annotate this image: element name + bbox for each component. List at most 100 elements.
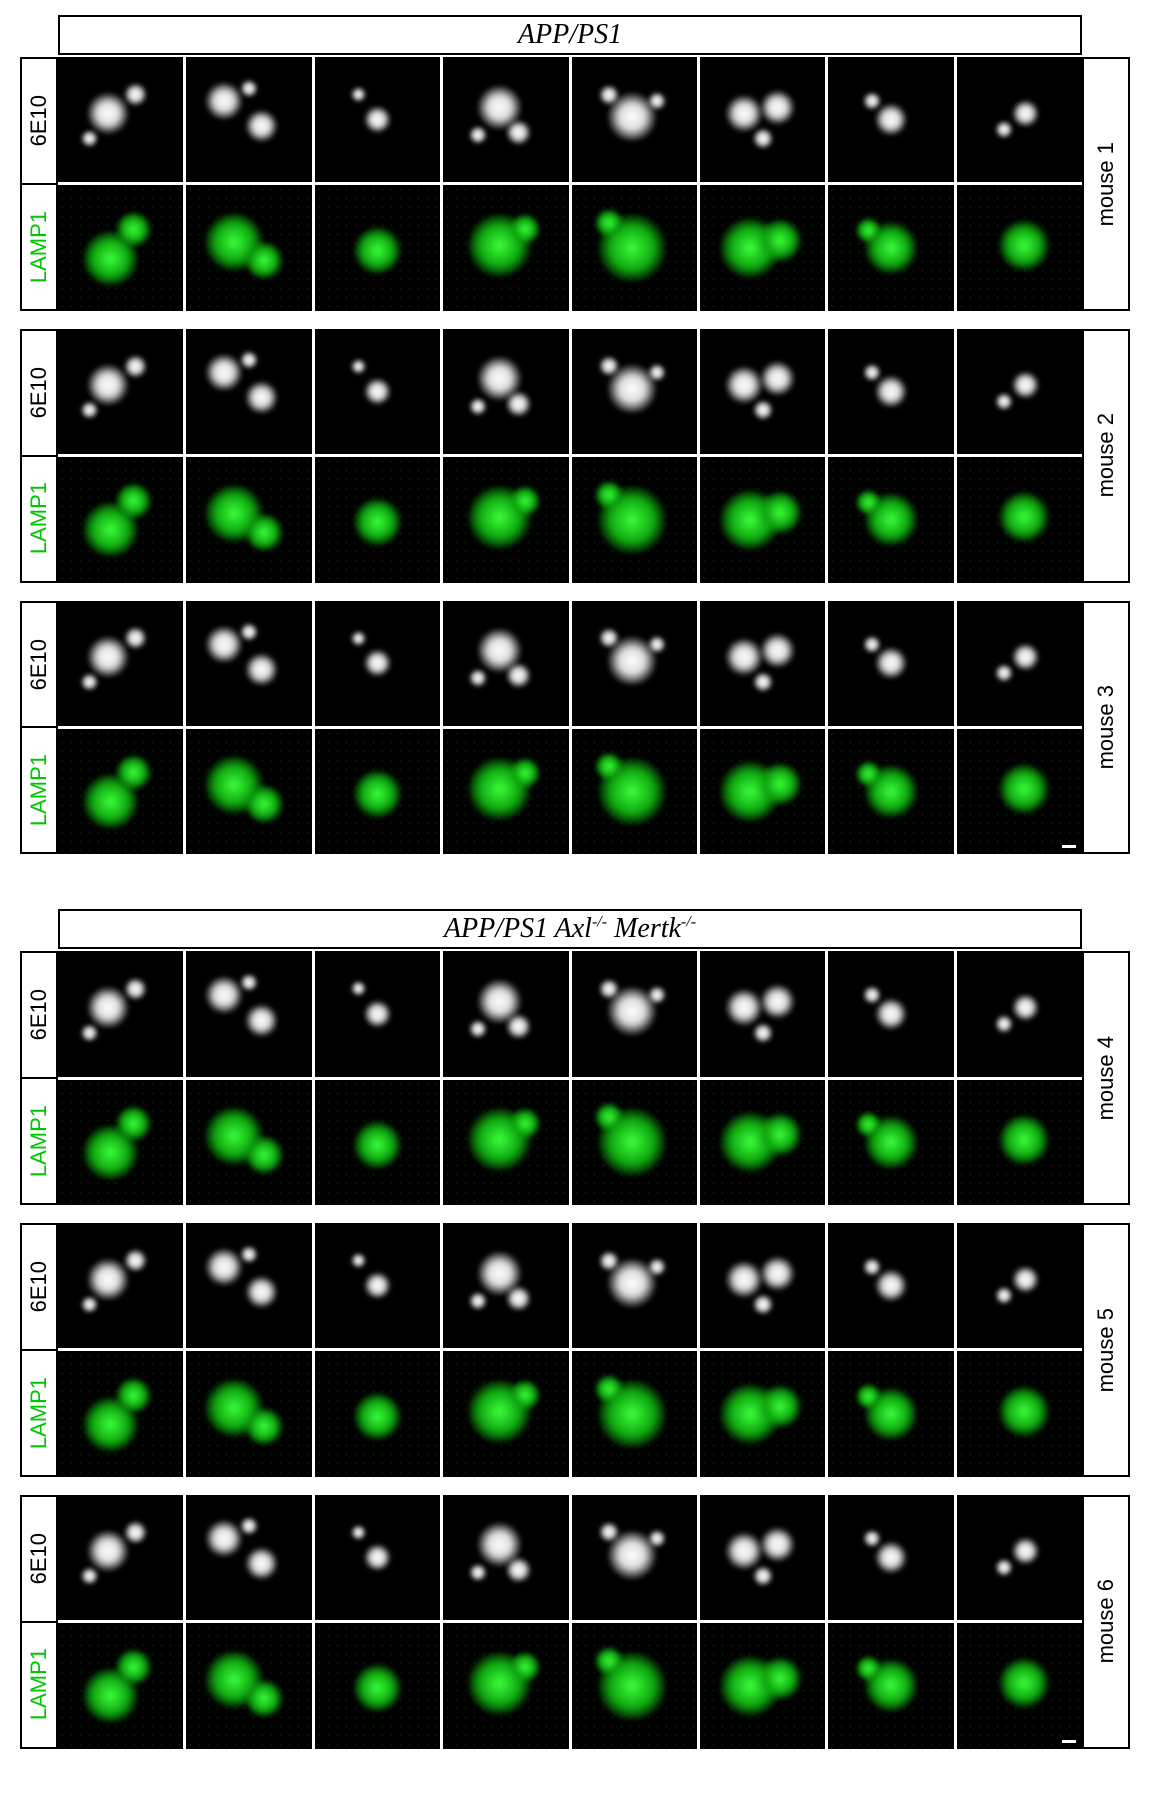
cell-lamp1	[443, 185, 568, 310]
cell-lamp1	[186, 1351, 311, 1476]
channel-label-lamp1: LAMP1	[20, 1351, 58, 1477]
mouse-block: 6E10LAMP1mouse 6	[20, 1495, 1130, 1749]
cell-lamp1	[828, 1080, 953, 1205]
channel-labels: 6E10LAMP1	[20, 601, 58, 855]
mouse-label: mouse 3	[1082, 601, 1130, 855]
channel-label-6e10: 6E10	[20, 951, 58, 1079]
cell-6e10	[700, 1495, 825, 1620]
cell-lamp1	[315, 1623, 440, 1748]
cell-lamp1	[58, 457, 183, 582]
cell-lamp1	[572, 185, 697, 310]
channel-label-lamp1: LAMP1	[20, 185, 58, 311]
cell-lamp1	[700, 185, 825, 310]
cell-lamp1	[58, 185, 183, 310]
cell-lamp1	[315, 185, 440, 310]
image-grid	[58, 57, 1082, 311]
genotype-header: APP/PS1 Axl-/- Mertk-/-	[58, 909, 1082, 949]
cell-lamp1	[572, 1623, 697, 1748]
cell-lamp1	[700, 457, 825, 582]
channel-labels: 6E10LAMP1	[20, 1495, 58, 1749]
cell-lamp1	[58, 1080, 183, 1205]
cell-lamp1	[315, 457, 440, 582]
cell-lamp1	[186, 457, 311, 582]
cell-6e10	[443, 57, 568, 182]
genotype-header: APP/PS1	[58, 15, 1082, 55]
scale-bar	[1062, 845, 1076, 848]
cell-6e10	[58, 1495, 183, 1620]
cell-lamp1	[572, 1351, 697, 1476]
cell-6e10	[828, 1223, 953, 1348]
cell-6e10	[700, 951, 825, 1076]
genotype-group: APP/PS16E10LAMP1mouse 16E10LAMP1mouse 26…	[20, 15, 1130, 854]
image-grid	[58, 1223, 1082, 1477]
cell-6e10	[828, 57, 953, 182]
image-grid	[58, 951, 1082, 1205]
mouse-label: mouse 5	[1082, 1223, 1130, 1477]
cell-6e10	[443, 601, 568, 726]
channel-label-6e10: 6E10	[20, 1223, 58, 1351]
cell-lamp1	[957, 1623, 1082, 1748]
cell-6e10	[957, 601, 1082, 726]
cell-6e10	[58, 57, 183, 182]
cell-6e10	[957, 1223, 1082, 1348]
cell-6e10	[957, 329, 1082, 454]
mice-stack: 6E10LAMP1mouse 46E10LAMP1mouse 56E10LAMP…	[20, 951, 1130, 1748]
cell-6e10	[572, 951, 697, 1076]
figure-root: APP/PS16E10LAMP1mouse 16E10LAMP1mouse 26…	[20, 15, 1130, 1749]
cell-6e10	[443, 1495, 568, 1620]
channel-label-lamp1: LAMP1	[20, 728, 58, 854]
cell-6e10	[315, 951, 440, 1076]
channel-labels: 6E10LAMP1	[20, 329, 58, 583]
cell-6e10	[58, 1223, 183, 1348]
cell-6e10	[443, 951, 568, 1076]
cell-6e10	[828, 1495, 953, 1620]
channel-label-6e10: 6E10	[20, 57, 58, 185]
cell-lamp1	[186, 1623, 311, 1748]
mouse-label: mouse 2	[1082, 329, 1130, 583]
cell-6e10	[572, 1495, 697, 1620]
cell-lamp1	[700, 1623, 825, 1748]
cell-6e10	[186, 1223, 311, 1348]
channel-label-6e10: 6E10	[20, 1495, 58, 1623]
channel-label-lamp1: LAMP1	[20, 457, 58, 583]
cell-lamp1	[443, 729, 568, 854]
cell-lamp1	[957, 1351, 1082, 1476]
mouse-block: 6E10LAMP1 mouse 3	[20, 601, 1130, 855]
cell-6e10	[957, 951, 1082, 1076]
cell-6e10	[315, 601, 440, 726]
cell-6e10	[58, 329, 183, 454]
cell-lamp1	[572, 1080, 697, 1205]
cell-lamp1	[957, 185, 1082, 310]
cell-6e10	[957, 57, 1082, 182]
cell-lamp1	[572, 729, 697, 854]
cell-6e10	[700, 601, 825, 726]
channel-label-lamp1: LAMP1	[20, 1623, 58, 1749]
image-grid	[58, 329, 1082, 583]
mice-stack: 6E10LAMP1mouse 16E10LAMP1mouse 26E10LAMP…	[20, 57, 1130, 854]
channel-labels: 6E10LAMP1	[20, 1223, 58, 1477]
cell-6e10	[186, 57, 311, 182]
image-grid	[58, 601, 1082, 855]
cell-6e10	[58, 951, 183, 1076]
cell-lamp1	[828, 1623, 953, 1748]
mouse-block: 6E10LAMP1mouse 1	[20, 57, 1130, 311]
cell-lamp1	[443, 1080, 568, 1205]
cell-lamp1	[315, 1080, 440, 1205]
cell-lamp1	[186, 185, 311, 310]
cell-6e10	[443, 329, 568, 454]
mouse-block: 6E10LAMP1 mouse 2	[20, 329, 1130, 583]
cell-6e10	[957, 1495, 1082, 1620]
cell-lamp1	[58, 1351, 183, 1476]
cell-6e10	[186, 329, 311, 454]
cell-lamp1	[700, 729, 825, 854]
cell-6e10	[828, 329, 953, 454]
cell-lamp1	[957, 457, 1082, 582]
mouse-block: 6E10LAMP1 mouse 4	[20, 951, 1130, 1205]
cell-6e10	[828, 601, 953, 726]
cell-lamp1	[828, 457, 953, 582]
channel-label-6e10: 6E10	[20, 329, 58, 457]
mouse-label: mouse 4	[1082, 951, 1130, 1205]
channel-label-lamp1: LAMP1	[20, 1079, 58, 1205]
cell-6e10	[572, 57, 697, 182]
cell-6e10	[186, 951, 311, 1076]
